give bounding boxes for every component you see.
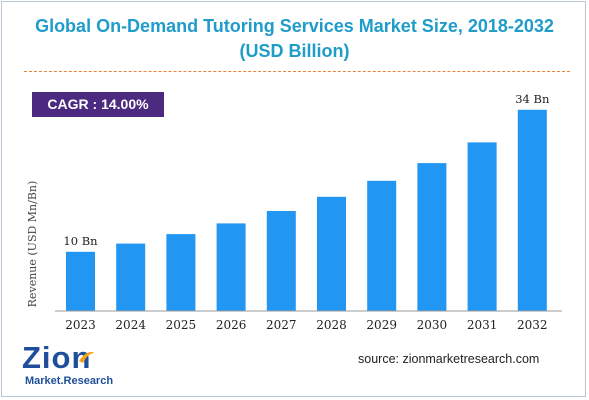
- y-axis-label: Revenue (USD Mn/Bn): [26, 181, 39, 308]
- zion-logo: Zion Market.Research: [22, 341, 132, 393]
- x-tick-labels-group: 2023 2024 2025 2026 2027 2028 2029 2030 2031 2032: [65, 318, 547, 332]
- bar-2023: [66, 251, 95, 311]
- bars-group: [66, 109, 547, 312]
- x-tick-2031: 2031: [467, 318, 498, 332]
- bar-2028: [317, 196, 346, 311]
- x-tick-2026: 2026: [216, 318, 247, 332]
- logo-wordmark: Zion: [22, 340, 92, 375]
- x-tick-2024: 2024: [115, 318, 146, 332]
- title-line: Global On-Demand Tutoring Services Marke…: [35, 16, 554, 36]
- bar-2032: [517, 109, 547, 311]
- bar-2031: [467, 142, 497, 311]
- source-note: source: zionmarketresearch.com: [358, 352, 540, 366]
- data-labels-group: 10 Bn 34 Bn: [63, 92, 550, 248]
- x-tick-2030: 2030: [417, 318, 448, 332]
- bar-2025: [166, 234, 196, 311]
- chart-title: Global On-Demand Tutoring Services Marke…: [0, 14, 589, 64]
- x-tick-2028: 2028: [316, 318, 347, 332]
- x-tick-2027: 2027: [266, 318, 297, 332]
- title-divider: [24, 71, 570, 72]
- logo-swoosh-icon: [79, 352, 95, 363]
- x-tick-2032: 2032: [517, 318, 548, 332]
- bar-2027: [266, 211, 296, 311]
- data-label-2023: 10 Bn: [63, 234, 98, 248]
- x-tick-2029: 2029: [366, 318, 397, 332]
- bar-2024: [116, 243, 146, 312]
- bar-2029: [367, 180, 397, 311]
- logo-tagline: Market.Research: [25, 375, 114, 387]
- x-tick-2023: 2023: [65, 318, 96, 332]
- bar-2026: [216, 223, 246, 311]
- cagr-badge: CAGR : 14.00%: [32, 92, 164, 117]
- bar-2030: [417, 163, 447, 311]
- subtitle-line: (USD Billion): [239, 41, 350, 61]
- x-tick-2025: 2025: [166, 318, 197, 332]
- data-label-2032: 34 Bn: [515, 92, 550, 106]
